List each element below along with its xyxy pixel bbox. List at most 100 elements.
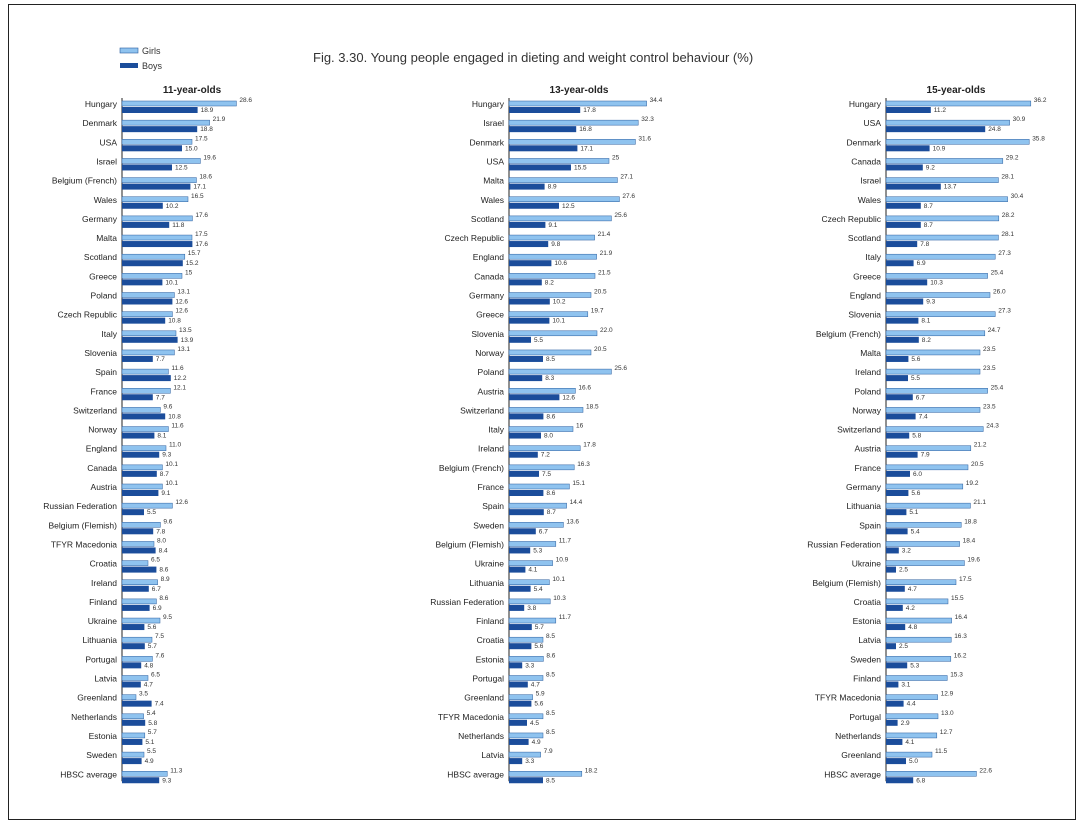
- value-label-boys: 13.9: [181, 337, 194, 344]
- bar-boys: [122, 241, 193, 248]
- value-label-boys: 7.8: [156, 528, 165, 535]
- value-label-boys: 2.5: [899, 643, 908, 650]
- category-label: Switzerland: [460, 405, 504, 415]
- bar-boys: [122, 624, 145, 631]
- value-label-girls: 21.2: [974, 442, 987, 449]
- bar-boys: [886, 279, 928, 286]
- category-label: Lithuania: [82, 635, 117, 645]
- bar-girls: [508, 560, 553, 566]
- value-label-boys: 9.3: [162, 777, 171, 784]
- value-label-girls: 19.2: [966, 480, 979, 487]
- value-label-girls: 25.6: [614, 212, 627, 219]
- value-label-girls: 28.1: [1001, 231, 1014, 238]
- chart-title: Fig. 3.30. Young people engaged in dieti…: [313, 50, 753, 65]
- value-label-boys: 4.4: [907, 701, 916, 708]
- bar-boys: [509, 279, 542, 286]
- bar-girls: [121, 483, 163, 490]
- bar-boys: [509, 585, 531, 592]
- category-label: USA: [100, 137, 118, 147]
- value-label-girls: 16.6: [578, 384, 591, 391]
- value-label-boys: 5.1: [909, 509, 918, 516]
- bar-girls: [885, 522, 962, 528]
- value-label-boys: 4.5: [530, 720, 539, 727]
- value-label-girls: 7.9: [544, 748, 553, 755]
- value-label-boys: 4.7: [531, 682, 540, 689]
- bar-girls: [885, 177, 999, 183]
- category-label: Belgium (Flemish): [436, 539, 505, 549]
- bar-boys: [509, 260, 552, 267]
- bar-boys: [886, 221, 921, 228]
- bar-girls: [121, 579, 158, 585]
- bar-girls: [508, 311, 589, 317]
- value-label-girls: 16.3: [577, 461, 590, 468]
- bar-girls: [885, 636, 952, 643]
- value-label-boys: 6.9: [917, 260, 926, 267]
- value-label-girls: 7.6: [155, 652, 164, 659]
- bar-girls: [508, 464, 575, 471]
- bar-girls: [121, 675, 149, 681]
- bar-girls: [508, 407, 584, 413]
- bar-boys: [886, 719, 898, 726]
- bar-boys: [886, 183, 941, 190]
- value-label-boys: 3.1: [901, 682, 910, 689]
- value-label-girls: 8.5: [546, 710, 555, 717]
- value-label-girls: 13.5: [179, 327, 192, 334]
- value-label-girls: 27.6: [622, 193, 635, 200]
- category-label: Ukraine: [88, 616, 118, 626]
- bar-girls: [508, 675, 544, 681]
- bar-boys: [122, 432, 155, 439]
- value-label-boys: 5.6: [534, 701, 543, 708]
- bar-girls: [508, 177, 618, 183]
- bar-girls: [121, 158, 201, 164]
- value-label-boys: 12.5: [562, 203, 575, 210]
- category-label: Hungary: [849, 99, 882, 109]
- bar-girls: [121, 139, 193, 145]
- category-label: Austria: [855, 444, 882, 454]
- category-label: Norway: [852, 405, 882, 415]
- value-label-boys: 4.1: [905, 739, 914, 746]
- category-label: HBSC average: [447, 769, 504, 779]
- bar-boys: [886, 528, 908, 535]
- bar-girls: [508, 139, 636, 145]
- value-label-boys: 5.6: [147, 624, 156, 631]
- value-label-boys: 5.7: [148, 643, 157, 650]
- value-label-boys: 8.2: [545, 279, 554, 286]
- bar-boys: [122, 681, 141, 688]
- category-label: Russian Federation: [807, 539, 881, 549]
- bar-boys: [509, 547, 531, 554]
- bar-boys: [509, 183, 545, 190]
- value-label-boys: 18.9: [201, 107, 214, 114]
- category-label: Malta: [483, 176, 504, 186]
- value-label-girls: 16: [576, 423, 584, 430]
- value-label-girls: 26.0: [993, 289, 1006, 296]
- value-label-girls: 15.3: [950, 672, 963, 679]
- category-label: Russian Federation: [43, 501, 117, 511]
- category-label: Denmark: [470, 137, 505, 147]
- bar-boys: [886, 394, 913, 401]
- value-label-boys: 17.1: [580, 145, 593, 152]
- bar-girls: [885, 311, 996, 317]
- bar-boys: [122, 777, 160, 784]
- category-label: Croatia: [90, 559, 118, 569]
- bar-girls: [885, 139, 1030, 145]
- category-label: Ukraine: [852, 559, 882, 569]
- bar-girls: [508, 388, 576, 394]
- bar-boys: [122, 700, 152, 707]
- value-label-girls: 34.4: [650, 97, 663, 104]
- value-label-girls: 17.5: [959, 576, 972, 583]
- value-label-girls: 13.0: [941, 710, 954, 717]
- bar-girls: [121, 177, 197, 183]
- bar-girls: [508, 234, 595, 241]
- bar-boys: [122, 547, 156, 554]
- bar-boys: [122, 164, 172, 171]
- bar-boys: [886, 624, 906, 631]
- value-label-boys: 7.9: [921, 452, 930, 459]
- category-label: Czech Republic: [57, 310, 117, 320]
- value-label-girls: 11.5: [935, 748, 948, 755]
- value-label-boys: 7.7: [156, 394, 165, 401]
- value-label-girls: 8.6: [546, 652, 555, 659]
- category-label: Canada: [474, 271, 504, 281]
- category-label: Estonia: [853, 616, 882, 626]
- bar-girls: [885, 426, 984, 432]
- value-label-girls: 16.5: [191, 193, 204, 200]
